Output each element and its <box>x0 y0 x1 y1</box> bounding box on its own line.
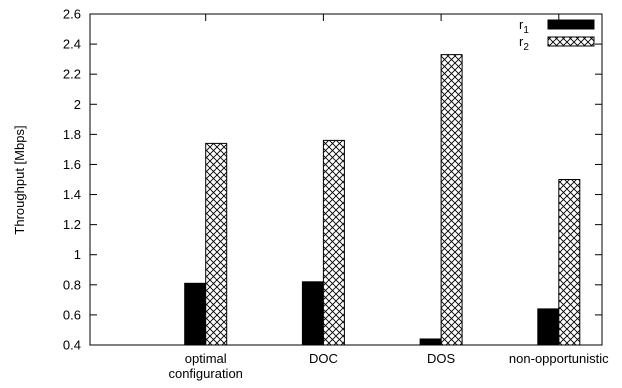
y-tick-label: 0.4 <box>63 338 81 353</box>
bar-series-2 <box>322 139 345 346</box>
x-tick-label: DOC <box>309 351 338 366</box>
y-axis-label: Throughput [Mbps] <box>12 125 27 234</box>
bar-series-2 <box>440 54 463 346</box>
bar-series-2 <box>558 179 581 346</box>
x-tick-label: non-opportunistic <box>509 351 609 366</box>
bar-series-1 <box>419 338 442 346</box>
legend-swatch <box>547 36 595 47</box>
y-tick-label: 2.2 <box>63 67 81 82</box>
y-tick-label: 1.2 <box>63 217 81 232</box>
y-tick-label: 2.6 <box>63 7 81 22</box>
plot-frame <box>89 13 603 346</box>
legend-swatch <box>547 19 595 30</box>
bars <box>184 54 581 346</box>
bar-series-1 <box>301 281 324 346</box>
legend-label: r2 <box>519 34 529 53</box>
plot-area <box>89 13 603 346</box>
x-tick-label: optimal <box>185 351 227 366</box>
y-tick-label: 1.8 <box>63 127 81 142</box>
y-tick-label: 1.4 <box>63 187 81 202</box>
bar-series-1 <box>184 282 207 346</box>
y-tick-label: 1 <box>74 247 81 262</box>
y-tick-label: 0.8 <box>63 277 81 292</box>
x-tick-label: configuration <box>168 366 242 381</box>
y-tick-label: 2 <box>74 97 81 112</box>
y-axis: 0.4 0.6 0.8 1 1.2 1.4 1.6 1.8 2 2.2 2.4 2.6 <box>63 7 602 353</box>
x-tick-label: DOS <box>427 351 456 366</box>
legend-label: r1 <box>519 17 529 36</box>
bar-series-1 <box>537 308 560 346</box>
y-tick-label: 1.6 <box>63 157 81 172</box>
y-tick-label: 0.6 <box>63 307 81 322</box>
y-tick-label: 2.4 <box>63 37 81 52</box>
bar-series-2 <box>205 142 228 346</box>
